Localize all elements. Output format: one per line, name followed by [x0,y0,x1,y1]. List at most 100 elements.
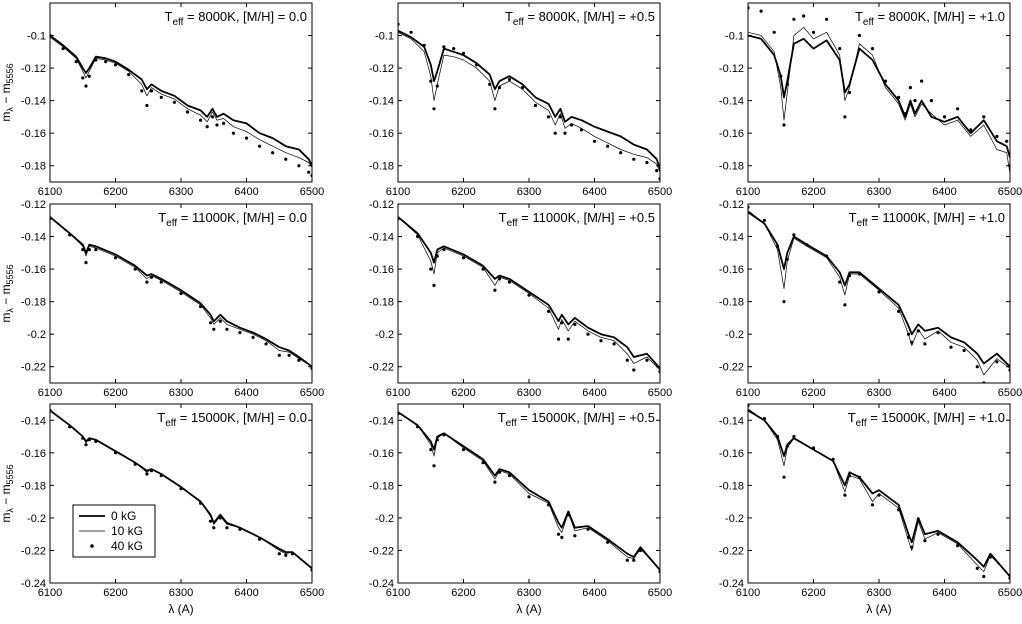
panel-1: 6100 6200 6300 6400 6500 -0.1 -0.12 -0.14 -0.16 -… [0,2,324,198]
point-40kG [547,115,551,119]
point-40kG [84,261,88,265]
point-40kG [560,535,564,540]
point-40kG [113,256,118,260]
point-40kG [785,444,789,448]
x-tick-label: 6300 [169,387,193,399]
point-40kG [748,205,750,209]
point-40kG [566,513,570,517]
panel-9: 6100 6200 6300 6400 6500 -0.14 -0.16 -0.18 -0.2 -… [719,403,1022,616]
point-40kG [566,337,570,341]
y-tick-label: -0.12 [369,63,394,75]
point-40kG [982,115,986,119]
point-40kG [857,272,862,276]
point-40kG [903,112,907,116]
y-tick-label: -0.18 [719,297,744,309]
x-tick-label: 6100 [386,587,410,599]
x-tick-label: 6200 [801,387,825,399]
line-10kG [748,27,1010,174]
y-tick-label: -0.14 [369,232,394,244]
point-40kG [435,254,439,258]
point-40kG [481,461,485,465]
point-40kG [625,558,629,562]
point-40kG [238,331,242,335]
y-tick-label: -0.14 [21,96,46,108]
point-40kG [284,553,288,557]
point-40kG [843,493,847,497]
panel-title: Teff = 8000K, [M/H] = +0.5 [505,9,655,28]
point-40kG [81,436,85,440]
line-10kG [398,216,660,371]
point-40kG [785,257,789,261]
point-40kG [975,566,979,571]
point-40kG [435,438,439,442]
point-40kG [923,342,927,346]
y-tick-label: -0.12 [369,199,394,211]
point-40kG [645,358,649,362]
panel-4: 6100 6200 6300 6400 6500 -0.12 -0.14 -0.16 -0.18… [0,199,324,399]
point-40kG [113,451,118,455]
y-tick-label: -0.12 [719,63,744,75]
point-40kG [556,532,561,536]
legend-label: 40 kG [111,539,143,553]
point-40kG [838,47,842,51]
point-40kG [586,527,590,531]
point-40kG [929,99,934,103]
point-40kG [847,90,852,95]
point-40kG [398,217,400,221]
x-tick-label: 6100 [736,387,760,399]
line-0kG [398,29,660,170]
panel-title: Teff = 15000K, [M/H] = +1.0 [848,410,1005,429]
point-40kG [186,110,190,114]
point-40kG [159,95,163,99]
point-40kG [612,342,616,346]
x-tick-label: 6100 [386,186,410,198]
point-40kG [212,327,216,331]
point-40kG [897,95,901,99]
point-40kG [442,248,446,252]
x-axis-label: λ (A) [168,602,193,616]
y-tick-label: -0.22 [719,545,744,557]
axes-frame [397,2,661,183]
panel-3: 6100 6200 6300 6400 6500 -0.1 -0.12 -0.14 -0.16 -… [719,2,1022,198]
point-40kG [264,342,268,346]
point-40kG [658,570,660,574]
point-40kG [916,329,920,333]
point-40kG [877,290,881,294]
y-tick-label: -0.24 [369,578,394,590]
point-40kG [883,79,888,83]
x-tick-label: 6100 [386,387,410,399]
title-sub: eff [166,218,177,229]
y-tick-label: -0.14 [21,415,46,427]
point-40kG [149,275,154,279]
title-main: T [158,210,166,225]
y-tick-label: -0.16 [21,264,46,276]
point-40kG [877,493,881,497]
point-40kG [199,118,203,122]
point-40kG [475,63,479,67]
point-40kG [94,58,98,62]
point-40kG [179,487,183,491]
point-40kG [432,107,436,111]
x-tick-label: 6200 [451,186,475,198]
point-40kG [533,103,538,108]
point-40kG [579,128,584,132]
y-tick-label: -0.22 [719,362,744,374]
point-40kG [493,288,497,292]
point-40kG [145,472,149,476]
point-40kG [113,63,118,67]
point-40kG [831,457,835,461]
point-40kG [547,309,551,313]
y-tick-label: -0.16 [719,128,744,140]
y-tick-label: -0.16 [369,128,394,140]
point-40kG [748,6,750,10]
panel-title: Teff = 11000K, [M/H] = +1.0 [849,210,1005,229]
point-40kG [238,527,242,531]
point-40kG [956,107,960,111]
point-40kG [81,76,85,80]
point-40kG [592,139,597,143]
point-40kG [982,381,986,383]
point-40kG [507,474,511,478]
line-0kG [398,216,660,369]
title-sub: eff [507,218,518,229]
panel-2: 6100 6200 6300 6400 6500 -0.1 -0.12 -0.14 -0.16 -… [369,2,672,198]
